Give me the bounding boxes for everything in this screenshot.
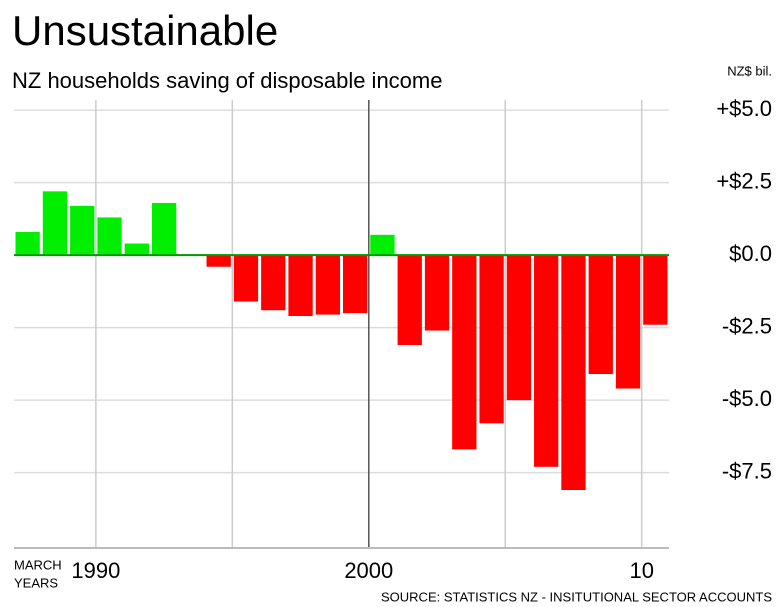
y-unit-label: NZ$ bil. (727, 63, 772, 78)
bar (397, 255, 422, 346)
x-axis-label: MARCH (14, 557, 62, 572)
y-tick-label: +$2.5 (716, 168, 772, 193)
bar (452, 255, 477, 450)
bar (124, 243, 149, 256)
bar (479, 255, 504, 424)
bar (206, 255, 231, 267)
bar (506, 255, 532, 401)
chart-subtitle: NZ households saving of disposable incom… (12, 68, 442, 93)
bar (151, 202, 177, 256)
bar (233, 255, 259, 302)
x-tick-label: 1990 (71, 558, 120, 583)
bar (370, 234, 395, 256)
bar (534, 255, 559, 467)
bar (315, 255, 340, 315)
y-tick-label: -$5.0 (722, 386, 772, 411)
x-tick-label: 2000 (344, 558, 393, 583)
bar (615, 255, 641, 389)
y-tick-label: +$5.0 (716, 96, 772, 121)
bar (15, 231, 40, 256)
chart-title: Unsustainable (12, 7, 278, 54)
y-tick-label: -$2.5 (722, 313, 772, 338)
bar (643, 255, 668, 325)
bar (561, 255, 586, 491)
y-tick-label: $0.0 (729, 241, 772, 266)
y-tick-label: -$7.5 (722, 458, 772, 483)
bar (588, 255, 613, 375)
x-tick-label: 10 (629, 558, 653, 583)
bar (343, 255, 368, 314)
bar (97, 217, 122, 256)
bar (424, 255, 450, 331)
bar (70, 205, 95, 256)
x-axis-label: YEARS (14, 575, 58, 590)
bar (288, 255, 313, 317)
bar (42, 191, 68, 256)
bar (261, 255, 286, 311)
source: SOURCE: STATISTICS NZ - INSITUTIONAL SEC… (381, 589, 772, 604)
